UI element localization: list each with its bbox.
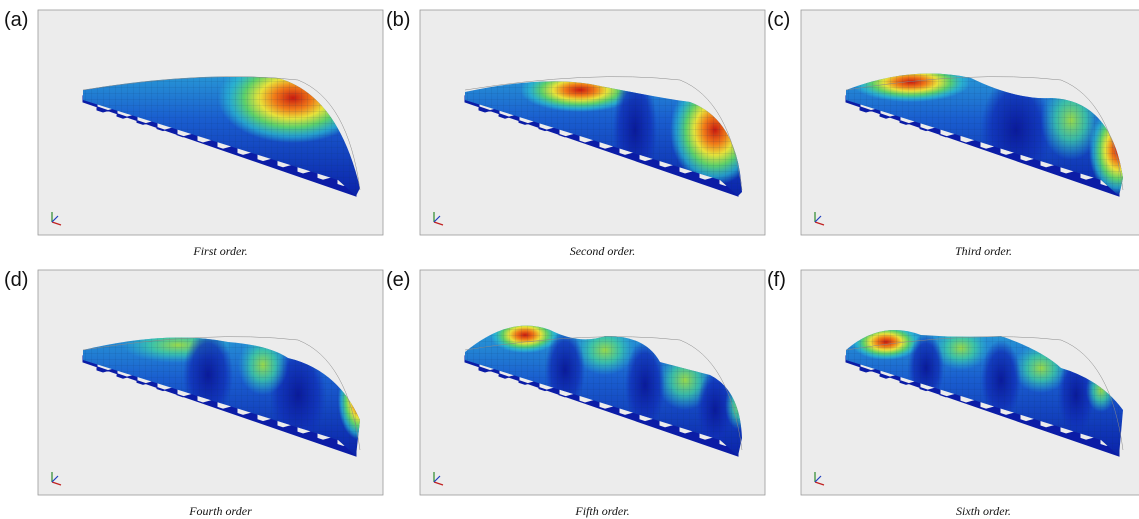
axis-triad	[814, 215, 822, 223]
panel-caption: Second order.	[570, 244, 636, 258]
axis-triad	[433, 221, 444, 226]
panel	[37, 9, 384, 236]
panel-label: (b)	[386, 9, 410, 31]
panel-label: (f)	[767, 269, 786, 291]
axis-triad	[433, 475, 441, 483]
panel-caption: First order.	[192, 244, 247, 258]
panel-label: (a)	[4, 9, 28, 31]
panel-label: (d)	[4, 269, 28, 291]
panel	[800, 269, 1139, 496]
panel	[37, 269, 384, 496]
undeformed-outline	[464, 336, 743, 451]
axis-triad	[51, 481, 62, 486]
undeformed-outline	[82, 336, 361, 451]
axis-triad	[51, 221, 62, 226]
panel	[800, 9, 1139, 236]
axis-triad	[433, 481, 444, 486]
axis-triad	[51, 215, 59, 223]
panel-label: (e)	[386, 269, 410, 291]
undeformed-outline	[845, 76, 1124, 191]
undeformed-outline	[845, 336, 1124, 451]
panel-caption: Fourth order	[188, 504, 252, 518]
axis-triad	[814, 475, 822, 483]
panel-caption: Third order.	[955, 244, 1012, 258]
undeformed-outline	[82, 76, 361, 191]
panel-caption: Fifth order.	[574, 504, 629, 518]
undeformed-outline	[464, 76, 743, 191]
axis-triad	[51, 475, 59, 483]
panel-caption: Sixth order.	[956, 504, 1011, 518]
panel-label: (c)	[767, 9, 790, 31]
panel	[419, 9, 766, 236]
axis-triad	[814, 481, 825, 486]
axis-triad	[433, 215, 441, 223]
axis-triad	[814, 221, 825, 226]
panel	[419, 269, 766, 496]
